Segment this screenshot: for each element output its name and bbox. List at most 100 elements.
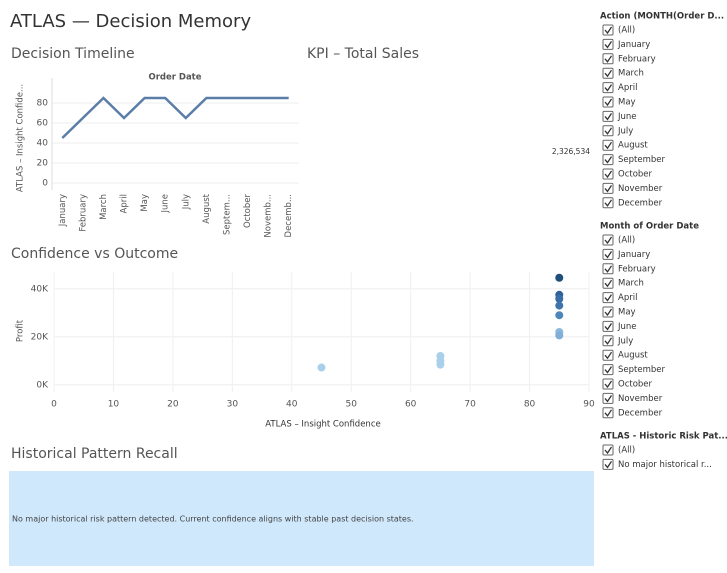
filter-item[interactable]: (All) bbox=[618, 26, 635, 36]
checkbox[interactable] bbox=[602, 444, 614, 456]
checkmark bbox=[604, 395, 613, 403]
checkbox[interactable] bbox=[602, 292, 614, 304]
checkbox[interactable] bbox=[602, 458, 614, 470]
x-tick-label: June bbox=[161, 194, 171, 214]
checkbox[interactable] bbox=[602, 110, 614, 122]
checkbox[interactable] bbox=[602, 168, 614, 180]
x-tick-label: February bbox=[78, 194, 88, 232]
checkbox[interactable] bbox=[602, 263, 614, 275]
y-tick-label: 80 bbox=[37, 99, 49, 109]
checkbox[interactable] bbox=[602, 277, 614, 289]
checkbox[interactable] bbox=[602, 378, 614, 390]
checkmark bbox=[604, 446, 613, 455]
checkmark bbox=[604, 308, 613, 317]
checkbox[interactable] bbox=[602, 306, 614, 318]
line bbox=[61, 96, 289, 139]
filter-item[interactable]: January bbox=[617, 250, 650, 260]
filter-item[interactable]: (All) bbox=[618, 446, 635, 456]
checkbox[interactable] bbox=[602, 182, 614, 194]
x-axis-label: ATLAS – Insight Confidence bbox=[265, 420, 380, 430]
x-tick-label: August bbox=[202, 193, 212, 223]
filter-item[interactable]: July bbox=[617, 126, 633, 136]
checkbox[interactable] bbox=[602, 407, 614, 419]
x-axis-label: Order Date bbox=[148, 73, 201, 83]
filter-item[interactable]: October bbox=[618, 380, 653, 390]
checkbox[interactable] bbox=[602, 248, 614, 260]
filter-item[interactable]: August bbox=[618, 141, 648, 151]
filter-item[interactable]: April bbox=[618, 83, 637, 93]
checkmark bbox=[604, 127, 613, 135]
filter-item[interactable]: August bbox=[618, 351, 648, 361]
checkmark bbox=[604, 265, 613, 273]
chart-title: Decision Timeline bbox=[11, 46, 135, 62]
checkmark bbox=[604, 294, 613, 302]
x-tick-label: 50 bbox=[345, 400, 357, 410]
checkbox[interactable] bbox=[602, 24, 614, 36]
filter-title: Month of Order Date bbox=[600, 222, 699, 232]
x-tick-label: January bbox=[58, 194, 68, 227]
filter-item[interactable]: February bbox=[618, 54, 656, 64]
checkbox[interactable] bbox=[602, 234, 614, 246]
pattern-box bbox=[9, 471, 594, 566]
x-tick-label: May bbox=[140, 194, 150, 212]
checkmark bbox=[604, 380, 613, 389]
y-tick-label: 40K bbox=[31, 284, 49, 294]
filter-item[interactable]: October bbox=[618, 170, 653, 180]
filter-item[interactable]: November bbox=[618, 184, 663, 194]
filter-item[interactable]: June bbox=[617, 322, 637, 332]
filter-item[interactable]: (All) bbox=[618, 236, 635, 246]
checkmark bbox=[604, 26, 613, 35]
checkmark bbox=[604, 409, 613, 417]
checkbox[interactable] bbox=[602, 392, 614, 404]
checkbox[interactable] bbox=[602, 139, 614, 151]
filter-item[interactable]: September bbox=[618, 365, 665, 375]
filter-item[interactable]: March bbox=[618, 279, 644, 289]
checkbox[interactable] bbox=[602, 197, 614, 209]
y-tick-label: 0 bbox=[42, 179, 48, 189]
checkmark bbox=[604, 41, 613, 49]
filter-item[interactable]: March bbox=[618, 69, 644, 79]
checkmark bbox=[604, 141, 613, 150]
filter-item[interactable]: No major historical r... bbox=[618, 460, 712, 470]
checkbox[interactable] bbox=[602, 349, 614, 361]
checkmark bbox=[604, 55, 613, 63]
checkbox[interactable] bbox=[602, 154, 614, 166]
y-tick-label: 20K bbox=[31, 332, 49, 342]
x-tick-label: Novemb... bbox=[264, 194, 274, 238]
checkbox[interactable] bbox=[602, 82, 614, 94]
y-tick-label: 60 bbox=[37, 119, 49, 129]
filter-item[interactable]: December bbox=[618, 408, 663, 418]
point bbox=[555, 294, 564, 303]
filter-item[interactable]: May bbox=[618, 308, 636, 318]
checkbox[interactable] bbox=[602, 38, 614, 50]
x-tick-label: Septem... bbox=[222, 194, 232, 235]
filter-item[interactable]: November bbox=[618, 394, 663, 404]
checkbox[interactable] bbox=[602, 67, 614, 79]
point bbox=[555, 301, 564, 310]
checkmark bbox=[604, 279, 613, 288]
filter-item[interactable]: January bbox=[617, 40, 650, 50]
kpi-value: 2,326,534 bbox=[552, 147, 590, 156]
checkmark bbox=[604, 366, 613, 374]
point bbox=[555, 331, 564, 340]
checkmark bbox=[604, 98, 613, 107]
filter-item[interactable]: April bbox=[618, 293, 637, 303]
checkmark bbox=[604, 156, 613, 164]
checkbox[interactable] bbox=[602, 364, 614, 376]
checkbox[interactable] bbox=[602, 335, 614, 347]
filter-title: Action (MONTH(Order D... bbox=[600, 12, 724, 22]
x-tick-label: 20 bbox=[167, 400, 179, 410]
filter-item[interactable]: February bbox=[618, 264, 656, 274]
checkbox[interactable] bbox=[602, 96, 614, 108]
x-tick-label: October bbox=[243, 194, 253, 229]
filter-item[interactable]: September bbox=[618, 155, 665, 165]
filter-item[interactable]: July bbox=[617, 336, 633, 346]
checkbox[interactable] bbox=[602, 320, 614, 332]
kpi-title: KPI – Total Sales bbox=[307, 46, 419, 62]
filter-item[interactable]: December bbox=[618, 198, 663, 208]
filter-item[interactable]: June bbox=[617, 112, 637, 122]
checkmark bbox=[604, 170, 613, 179]
filter-item[interactable]: May bbox=[618, 98, 636, 108]
checkbox[interactable] bbox=[602, 125, 614, 137]
checkbox[interactable] bbox=[602, 53, 614, 65]
